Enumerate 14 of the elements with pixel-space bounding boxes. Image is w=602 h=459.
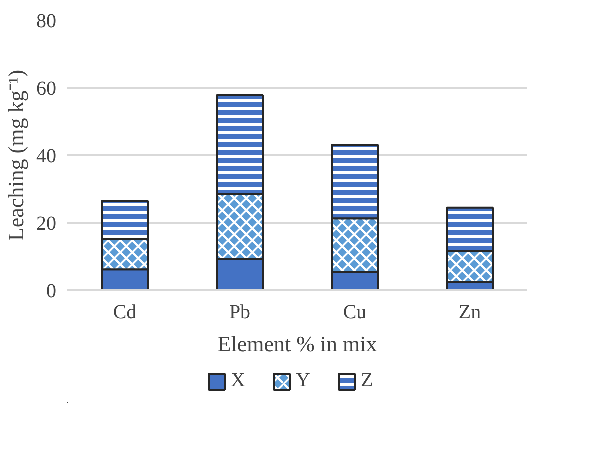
y-tick-label: 60 — [36, 78, 56, 100]
y-axis-title: Leaching (mg kg⁻¹) — [4, 70, 28, 242]
y-tick-label: 40 — [36, 146, 56, 168]
legend-label: Z — [361, 370, 374, 392]
y-tick-label: 20 — [36, 213, 56, 235]
x-tick-label: Pb — [229, 302, 251, 324]
y-tick-label: 80 — [36, 10, 56, 32]
legend-label: Y — [296, 370, 312, 392]
y-tick-label: 0 — [46, 280, 56, 302]
x-axis-title: Element % in mix — [218, 332, 378, 356]
x-tick-label: Cu — [343, 302, 367, 324]
x-tick-label: Zn — [458, 302, 482, 324]
legend-label: X — [231, 370, 246, 392]
x-tick-label: Cd — [113, 302, 137, 324]
